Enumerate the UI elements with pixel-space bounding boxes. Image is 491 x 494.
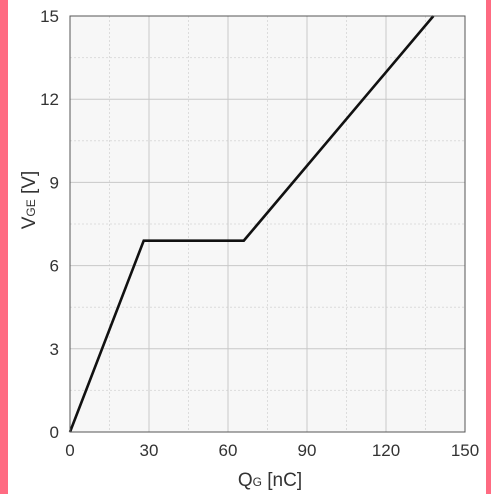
y-tick-label: 6 [50, 257, 59, 276]
x-tick-label: 150 [451, 441, 479, 460]
y-axis-label: VGE [V] [19, 171, 40, 230]
y-tick-label: 0 [50, 423, 59, 442]
x-tick-label: 120 [372, 441, 400, 460]
y-tick-label: 9 [50, 173, 59, 192]
x-axis-label: QG [nC] [238, 470, 302, 491]
x-tick-label: 90 [298, 441, 317, 460]
x-axis-ticks: 0 30 60 90 120 150 [65, 441, 479, 460]
y-axis-ticks: 0 3 6 9 12 15 [40, 7, 59, 442]
y-tick-label: 15 [40, 7, 59, 26]
y-tick-label: 3 [50, 340, 59, 359]
x-tick-label: 30 [140, 441, 159, 460]
x-tick-label: 60 [219, 441, 238, 460]
x-tick-label: 0 [65, 441, 74, 460]
y-tick-label: 12 [40, 90, 59, 109]
